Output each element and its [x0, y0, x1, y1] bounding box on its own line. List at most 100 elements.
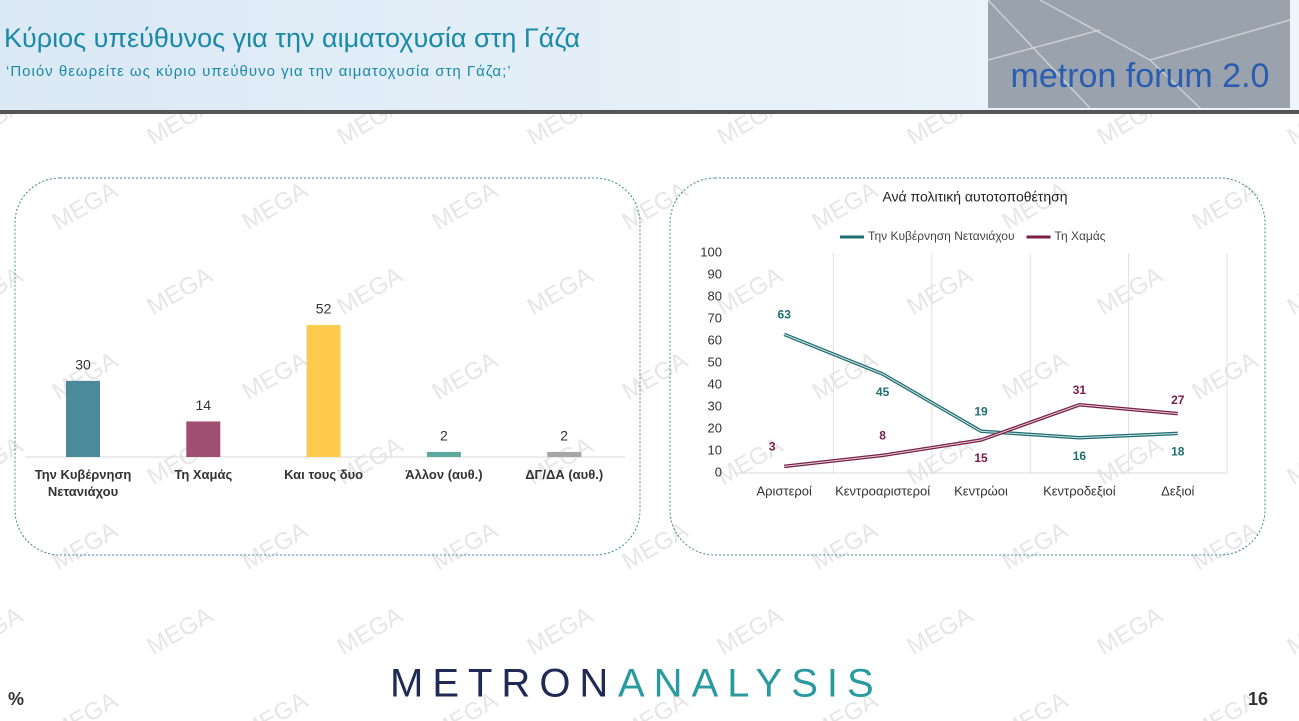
x-tick-label: Κεντροαριστεροί: [835, 483, 930, 498]
data-label: 27: [1171, 393, 1185, 407]
watermark: MEGA: [48, 177, 123, 236]
watermark: MEGA: [0, 262, 27, 321]
watermark: MEGA: [428, 347, 503, 406]
watermark: MEGA: [1093, 432, 1168, 491]
series-line-highlight: [784, 404, 1178, 467]
watermark: MEGA: [0, 432, 27, 491]
watermark: MEGA: [333, 602, 408, 661]
watermark: MEGA: [808, 517, 883, 576]
y-tick-label: 90: [708, 266, 722, 281]
x-tick-label: Τη Χαμάς: [174, 467, 233, 482]
watermark: MEGA: [1093, 602, 1168, 661]
watermark: MEGA: [1093, 262, 1168, 321]
watermark: MEGA: [143, 602, 218, 661]
x-tick-label: ΔΓ/ΔΑ (αυθ.): [525, 467, 604, 482]
legend-label: Τη Χαμάς: [1055, 229, 1106, 243]
watermark: MEGA: [428, 517, 503, 576]
y-tick-label: 40: [708, 376, 722, 391]
series-line-highlight: [784, 333, 1178, 439]
data-label: 2: [560, 428, 568, 444]
line-title: Ανά πολιτική αυτοτοποθέτηση: [882, 189, 1067, 205]
watermark: MEGA: [998, 517, 1073, 576]
watermark: MEGA: [238, 177, 313, 236]
watermark: MEGA: [618, 347, 693, 406]
watermark: MEGA: [523, 262, 598, 321]
y-tick-label: 20: [708, 420, 722, 435]
watermark: MEGA: [903, 262, 978, 321]
x-tick-label: Την Κυβέρνηση Νετανιάχου: [34, 467, 132, 499]
page-number: 16: [1248, 689, 1268, 709]
x-tick-label: Άλλον (αυθ.): [405, 467, 483, 482]
data-label: 15: [974, 451, 988, 465]
x-tick-label: Κεντροδεξιοί: [1043, 483, 1116, 498]
watermark: MEGA: [238, 347, 313, 406]
watermark: MEGA: [1283, 602, 1299, 661]
watermark: MEGA: [998, 347, 1073, 406]
watermark: MEGA: [1283, 262, 1299, 321]
watermark: MEGA: [808, 177, 883, 236]
watermark: MEGA: [1188, 517, 1263, 576]
watermark: MEGA: [713, 602, 788, 661]
watermark: MEGA: [333, 262, 408, 321]
bar: [186, 421, 221, 457]
watermark: MEGA: [713, 262, 788, 321]
data-label: 18: [1171, 445, 1185, 459]
brand-right: ANALYSIS: [618, 662, 883, 706]
watermark: MEGA: [143, 262, 218, 321]
data-label: 16: [1073, 449, 1087, 463]
watermark: MEGA: [428, 177, 503, 236]
data-label: 2: [440, 428, 448, 444]
x-tick-label: Και τους δυο: [284, 467, 364, 482]
watermark: MEGA: [238, 517, 313, 576]
data-label: 63: [778, 308, 792, 322]
watermark: MEGA: [1283, 432, 1299, 491]
y-tick-label: 30: [708, 398, 722, 413]
data-label: 52: [316, 301, 332, 317]
watermark: MEGA: [238, 687, 313, 721]
watermark: MEGA: [903, 602, 978, 661]
bar: [426, 451, 461, 457]
data-label: 45: [876, 385, 890, 399]
line-panel: [669, 177, 1266, 556]
bar-panel: [14, 177, 641, 556]
unit: %: [8, 689, 24, 709]
y-tick-label: 10: [708, 442, 722, 457]
watermark: MEGA: [1188, 347, 1263, 406]
watermark: MEGA: [618, 517, 693, 576]
watermark: MEGA: [0, 602, 27, 661]
data-label: 30: [75, 357, 91, 373]
watermark: MEGA: [998, 687, 1073, 721]
bar: [306, 325, 341, 457]
watermark: MEGA: [48, 517, 123, 576]
y-tick-label: 0: [715, 464, 722, 479]
watermark: MEGA: [713, 432, 788, 491]
y-tick-label: 50: [708, 354, 722, 369]
y-tick-label: 80: [708, 288, 722, 303]
y-tick-label: 60: [708, 332, 722, 347]
x-tick-label: Κεντρώοι: [954, 483, 1008, 498]
x-tick-label: Αριστεροί: [756, 483, 812, 498]
x-tick-label: Δεξιοί: [1161, 483, 1194, 498]
y-tick-label: 70: [708, 310, 722, 325]
brand-left: METRON: [390, 662, 617, 706]
subtitle: ‘Ποιόν θεωρείτε ως κύριο υπεύθυνο για τη…: [6, 63, 512, 80]
bar: [547, 451, 582, 457]
watermark: MEGA: [1188, 177, 1263, 236]
bar: [66, 380, 100, 457]
watermark: MEGA: [618, 177, 693, 236]
watermark: MEGA: [48, 687, 123, 721]
watermark: MEGA: [998, 177, 1073, 236]
title: Κύριος υπεύθυνος για την αιματοχυσία στη…: [4, 23, 580, 53]
data-label: 31: [1073, 383, 1087, 397]
data-label: 3: [769, 440, 776, 454]
watermark: MEGA: [808, 347, 883, 406]
data-label: 14: [196, 397, 212, 413]
data-label: 8: [879, 429, 886, 443]
logo-lines: [987, 0, 1291, 109]
watermark: MEGA: [523, 602, 598, 661]
y-tick-label: 100: [700, 244, 722, 259]
logo-text: metron forum 2.0: [1011, 57, 1270, 95]
header-rule: [0, 110, 1299, 114]
